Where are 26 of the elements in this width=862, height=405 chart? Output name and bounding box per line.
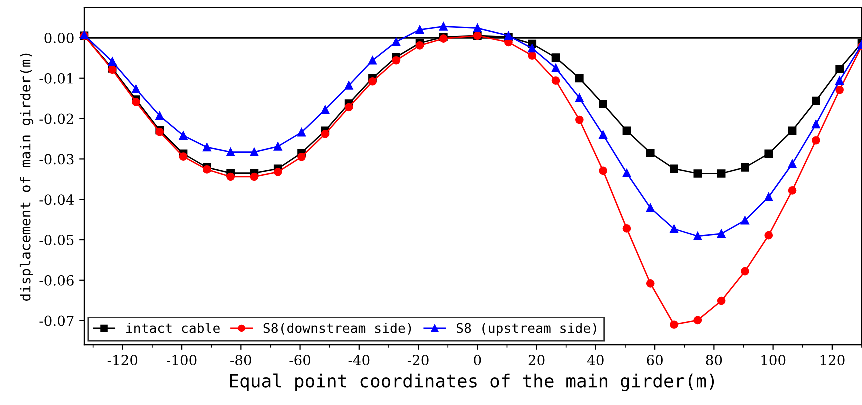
x-tick-label: -60 — [290, 355, 311, 366]
y-tick-label: -0.04 — [40, 194, 74, 206]
legend-label: intact cable — [126, 322, 220, 334]
y-tick-label: -0.06 — [40, 275, 74, 286]
x-tick-label: 40 — [588, 355, 604, 366]
x-tick-label: -100 — [167, 355, 197, 366]
y-tick-label: -0.01 — [40, 73, 73, 84]
x-tick-label: 0 — [474, 355, 482, 366]
x-tick-label: -80 — [230, 355, 252, 366]
x-tick-label: -40 — [348, 355, 370, 366]
x-tick-label: 100 — [762, 355, 786, 366]
legend-label: S8 (upstream side) — [456, 323, 596, 336]
y-tick-label: -0.05 — [40, 234, 74, 246]
y-axis-title: displacement of main girder(m) — [20, 54, 34, 301]
x-tick-label: -20 — [408, 355, 429, 366]
x-tick-label: 20 — [528, 355, 545, 366]
x-tick-label: 80 — [706, 355, 722, 366]
y-tick-label: -0.07 — [40, 316, 74, 326]
x-tick-label: 120 — [820, 355, 845, 366]
y-tick-label: 0.00 — [44, 32, 74, 44]
legend-label: S8(downstream side) — [264, 323, 412, 335]
x-tick-label: -120 — [108, 355, 138, 366]
x-tick-label: 60 — [647, 355, 663, 366]
x-axis-title: Equal point coordinates of the main girder(m) — [230, 374, 714, 392]
y-tick-label: -0.02 — [40, 114, 74, 124]
y-tick-label: -0.03 — [40, 154, 74, 165]
